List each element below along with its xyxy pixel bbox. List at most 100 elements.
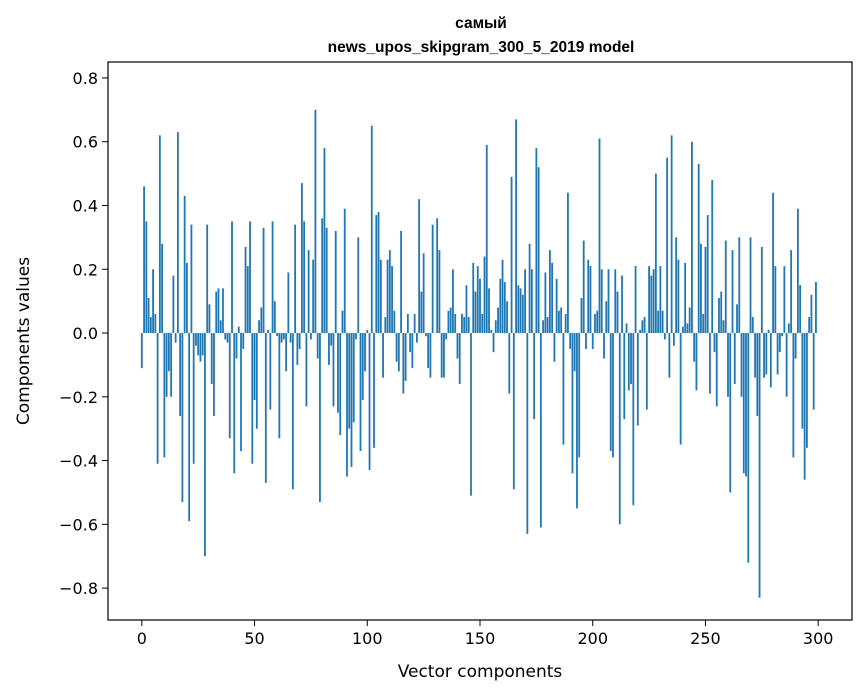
y-tick-label: 0.0 [73, 324, 98, 343]
bar-component-81 [323, 148, 326, 334]
bar-component-9 [161, 243, 164, 334]
bar-component-167 [517, 285, 520, 334]
bar-component-82 [325, 227, 328, 334]
bar-component-42 [235, 333, 238, 359]
bar-component-10 [163, 333, 166, 458]
bar-component-171 [526, 333, 529, 534]
bar-component-112 [393, 310, 396, 334]
bar-component-147 [472, 262, 475, 334]
bar-component-1 [143, 186, 145, 334]
bar-component-134 [443, 333, 445, 378]
bar-component-87 [337, 333, 339, 413]
y-tick-label: 0.2 [73, 260, 98, 279]
bar-component-256 [718, 297, 720, 334]
bar-component-229 [657, 310, 660, 334]
bar-component-192 [573, 333, 576, 372]
bar-component-37 [224, 333, 227, 340]
bar-component-123 [418, 199, 421, 334]
bar-component-276 [763, 333, 765, 378]
bar-component-160 [501, 259, 504, 334]
bar-component-124 [420, 291, 423, 334]
bar-component-136 [447, 310, 450, 334]
bar-component-174 [533, 333, 536, 420]
bar-component-219 [634, 266, 637, 334]
bar-component-35 [219, 320, 222, 334]
bar-component-31 [210, 333, 213, 385]
bar-component-120 [411, 333, 414, 369]
bar-component-46 [244, 246, 247, 334]
bar-component-230 [659, 266, 662, 334]
bar-component-293 [801, 333, 804, 429]
bar-component-251 [706, 215, 709, 334]
bar-component-298 [812, 333, 815, 410]
bar-component-269 [747, 333, 750, 563]
bar-component-99 [364, 333, 366, 372]
bar-component-97 [359, 333, 362, 452]
bar-component-55 [264, 333, 267, 483]
bar-component-280 [772, 192, 774, 334]
bar-component-199 [589, 266, 592, 334]
bar-component-33 [215, 291, 218, 334]
bar-component-139 [454, 313, 457, 334]
bar-component-158 [497, 307, 499, 334]
bar-component-204 [600, 269, 603, 334]
bar-component-126 [424, 333, 427, 337]
bar-component-212 [618, 333, 621, 525]
bar-component-65 [287, 272, 290, 334]
bar-component-60 [276, 333, 278, 337]
bar-component-47 [246, 266, 249, 334]
bar-component-177 [539, 333, 542, 528]
bar-component-66 [289, 333, 292, 343]
bar-component-122 [415, 333, 418, 343]
x-axis-ticks: 0 50 100 150 200 250 300 [137, 620, 834, 648]
bar-component-102 [370, 125, 373, 334]
bar-component-226 [650, 275, 653, 334]
bar-component-220 [636, 333, 639, 426]
bar-component-201 [594, 313, 596, 334]
bar-component-15 [174, 333, 177, 343]
bar-component-105 [377, 211, 380, 334]
bar-component-152 [483, 256, 486, 334]
bar-component-243 [688, 307, 691, 334]
bar-component-138 [452, 269, 454, 334]
bar-component-119 [409, 333, 412, 353]
bar-component-254 [713, 333, 716, 353]
bar-component-64 [285, 333, 288, 372]
bar-component-210 [614, 269, 617, 334]
y-tick-label: 0.4 [73, 196, 98, 215]
bar-component-108 [384, 317, 387, 334]
bar-component-62 [280, 333, 283, 343]
bar-component-2 [145, 221, 148, 334]
bar-component-211 [616, 291, 619, 334]
bar-component-72 [303, 221, 306, 334]
bar-component-39 [228, 333, 231, 439]
bar-component-116 [402, 333, 405, 394]
bar-component-43 [237, 326, 240, 334]
bar-component-249 [702, 313, 705, 334]
bar-component-231 [661, 310, 664, 334]
x-tick-label: 200 [577, 629, 608, 648]
bar-component-181 [548, 250, 551, 334]
bar-component-170 [524, 269, 526, 334]
bar-component-20 [186, 262, 188, 334]
bar-component-214 [623, 333, 626, 420]
chart-title-line1: самый [455, 15, 507, 32]
bar-component-195 [580, 297, 583, 334]
bar-component-245 [693, 333, 696, 362]
bar-component-162 [506, 301, 508, 334]
bar-component-13 [170, 333, 173, 397]
x-tick-label: 300 [803, 629, 834, 648]
bar-component-118 [406, 313, 409, 334]
bar-component-262 [731, 250, 734, 334]
bar-component-12 [167, 333, 170, 372]
bar-component-225 [648, 266, 650, 334]
bar-component-86 [334, 230, 337, 334]
x-tick-label: 50 [244, 629, 264, 648]
bar-component-85 [332, 333, 335, 407]
bar-component-117 [404, 333, 407, 381]
bar-component-202 [596, 310, 599, 334]
bar-component-166 [515, 119, 517, 334]
bar-component-235 [670, 135, 673, 334]
bar-component-4 [149, 317, 152, 334]
bar-component-49 [251, 333, 254, 464]
